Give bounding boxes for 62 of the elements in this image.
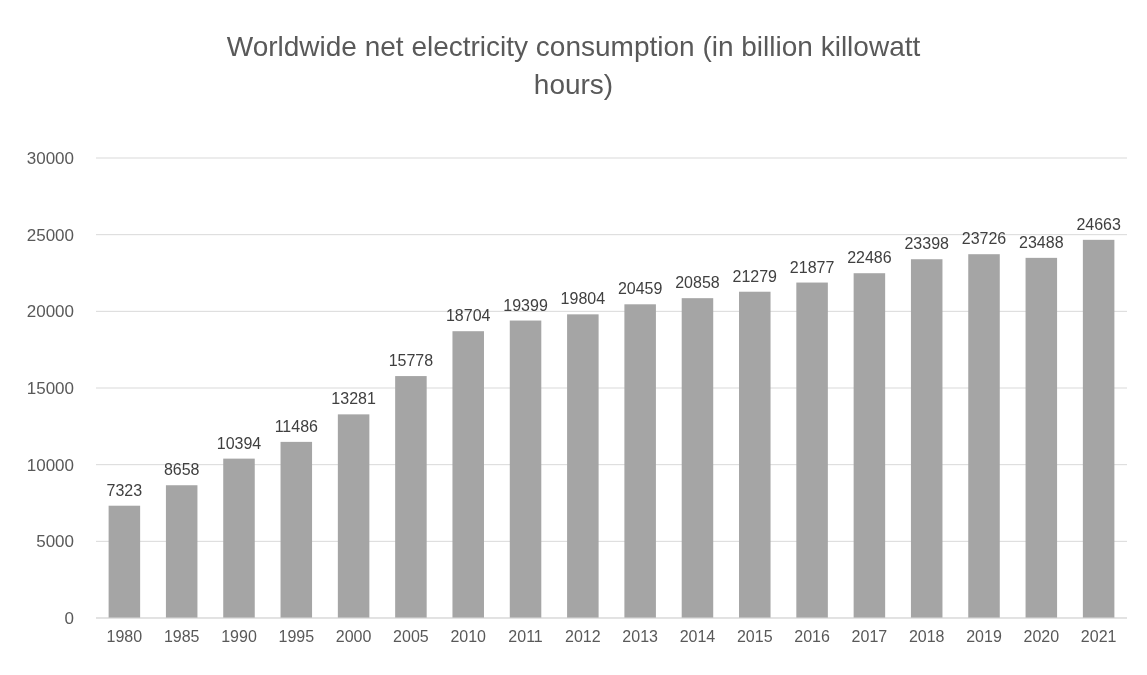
bar (509, 320, 542, 618)
bar (223, 458, 255, 618)
data-label: 24663 (1076, 215, 1121, 233)
data-label: 13281 (331, 390, 376, 408)
y-tick-label: 30000 (26, 148, 74, 168)
data-label: 11486 (274, 417, 319, 435)
data-label: 22486 (847, 249, 892, 267)
bar (337, 414, 370, 618)
bar (853, 273, 886, 618)
x-tick-label: 2020 (1023, 628, 1060, 645)
bar (624, 304, 656, 618)
bar (567, 314, 599, 618)
bar (968, 254, 1000, 618)
y-tick-label: 5000 (36, 532, 74, 552)
data-label: 23726 (961, 230, 1007, 248)
bar (1025, 257, 1058, 618)
data-label: 7323 (106, 481, 143, 499)
data-label: 8658 (163, 461, 200, 479)
bar (108, 505, 141, 618)
data-label: 15778 (388, 352, 434, 370)
chart-title: Worldwide net electricity consumption (in billion killowatt hours) (226, 31, 921, 100)
bar (280, 441, 313, 618)
bar (452, 331, 484, 618)
x-tick-label: 1980 (106, 628, 143, 645)
y-tick-label: 15000 (26, 378, 74, 398)
data-label: 10394 (216, 434, 262, 452)
x-tick-label: 2018 (908, 628, 945, 645)
x-tick-label: 2011 (508, 628, 543, 645)
bar (395, 376, 427, 618)
x-tick-label: 2015 (736, 628, 773, 645)
x-tick-label: 2010 (450, 628, 487, 645)
x-tick-label: 2019 (966, 628, 1002, 645)
x-tick-label: 1990 (221, 628, 257, 645)
x-tick-label: 1995 (278, 628, 315, 645)
y-tick-label: 25000 (26, 225, 74, 245)
data-label: 19399 (503, 296, 548, 314)
data-label: 18704 (445, 307, 491, 325)
x-tick-label: 2021 (1080, 628, 1117, 645)
x-tick-label: 2014 (679, 628, 716, 645)
x-tick-label: 2013 (622, 628, 659, 645)
y-tick-label: 0 (64, 608, 74, 628)
y-tick-label: 20000 (26, 302, 74, 322)
bar (681, 298, 714, 618)
data-label: 20858 (675, 274, 720, 292)
data-label: 21877 (789, 258, 835, 276)
x-tick-label: 2005 (393, 628, 429, 645)
data-label: 23488 (1019, 233, 1064, 251)
x-tick-label: 2017 (851, 628, 888, 645)
x-tick-label: 2016 (794, 628, 830, 645)
x-tick-label: 2000 (335, 628, 372, 645)
data-label: 21279 (732, 267, 778, 285)
bar (165, 485, 198, 618)
y-tick-label: 10000 (26, 455, 74, 475)
bar (796, 282, 828, 618)
data-label: 20459 (617, 280, 663, 298)
bar (910, 259, 943, 618)
bar (1082, 239, 1115, 618)
x-tick-label: 2012 (565, 628, 601, 645)
bar (739, 291, 771, 618)
data-label: 19804 (560, 290, 606, 308)
data-label: 23398 (904, 235, 950, 253)
x-tick-label: 1985 (163, 628, 200, 645)
